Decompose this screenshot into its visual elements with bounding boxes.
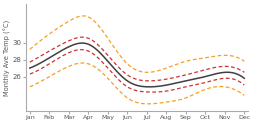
Y-axis label: Monthly Ave Temp (°C): Monthly Ave Temp (°C) bbox=[4, 19, 11, 95]
